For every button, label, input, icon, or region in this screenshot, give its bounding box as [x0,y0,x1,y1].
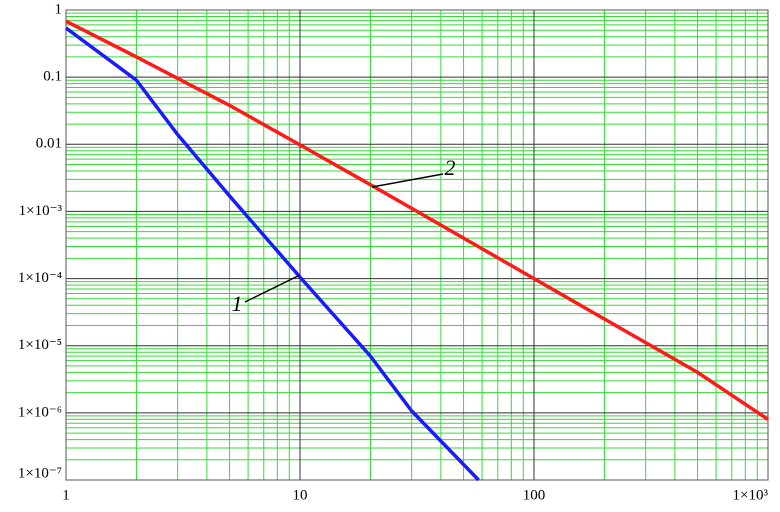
y-tick-label: 1 [55,1,63,17]
y-tick-label: 1×10⁻⁵ [18,337,62,353]
y-tick-label: 1×10⁻³ [19,203,63,219]
x-tick-label: 100 [523,487,546,503]
x-tick-label: 10 [293,487,308,503]
annotation: 1 [232,291,243,316]
plot-background [66,10,768,480]
y-tick-label: 0.1 [43,69,62,85]
y-tick-label: 1×10⁻⁴ [18,270,62,286]
y-tick-label: 0.01 [36,136,62,152]
leader-line [371,173,444,188]
x-tick-label: 1 [62,487,70,503]
annotation: 2 [445,155,456,180]
data-line [64,26,480,482]
leader-line [244,274,301,303]
y-tick-label: 1×10⁻⁶ [18,404,62,420]
x-tick-label: 1×10³ [733,487,769,503]
y-tick-label: 1×10⁻⁷ [18,465,62,481]
plot-frame [65,9,769,481]
data-line [65,19,769,421]
